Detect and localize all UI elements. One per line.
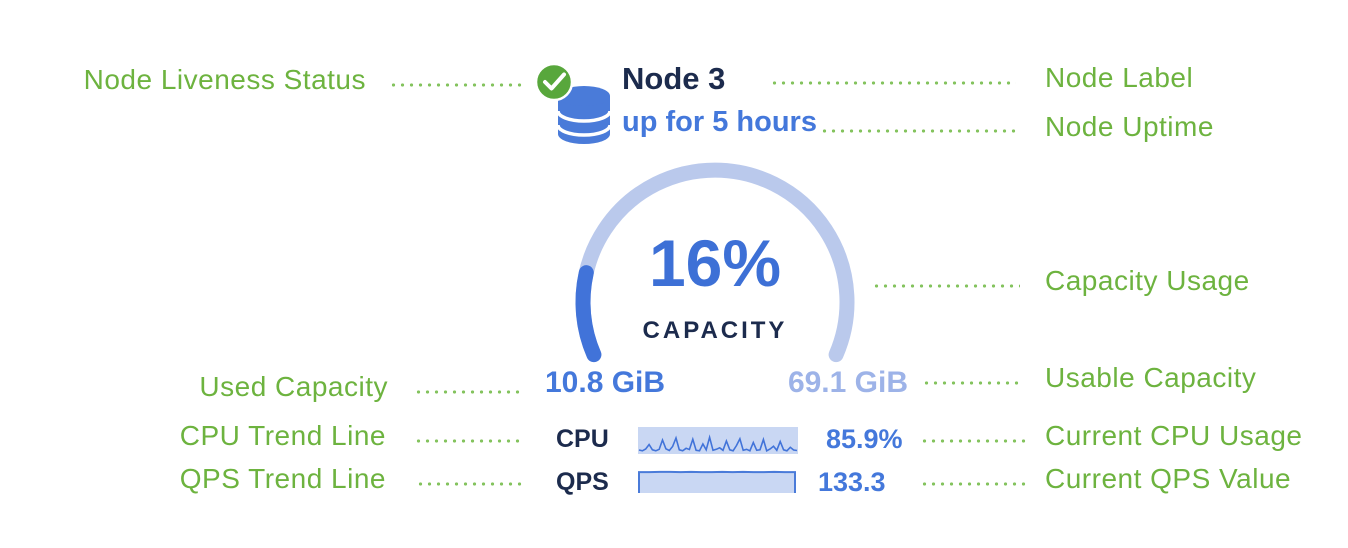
leader-dots xyxy=(389,83,522,87)
leader-dots xyxy=(416,482,522,486)
leader-dots xyxy=(872,284,1020,288)
current-qps-value: 133.3 xyxy=(818,467,886,497)
annotation-used-capacity: Used Capacity xyxy=(199,371,388,402)
current-cpu-usage-value: 85.9% xyxy=(826,424,903,454)
annotation-usable-capacity: Usable Capacity xyxy=(1045,362,1257,393)
node-uptime: up for 5 hours xyxy=(622,106,817,138)
annotation-node-liveness-status: Node Liveness Status xyxy=(83,64,366,95)
annotation-current-cpu-usage: Current CPU Usage xyxy=(1045,420,1303,451)
leader-dots xyxy=(820,129,1018,133)
node-label: Node 3 xyxy=(622,61,726,96)
capacity-gauge xyxy=(575,162,855,363)
annotation-node-uptime: Node Uptime xyxy=(1045,111,1214,142)
annotation-qps-trend-line: QPS Trend Line xyxy=(179,463,386,494)
leader-dots xyxy=(770,81,1016,85)
annotation-cpu-trend-line: CPU Trend Line xyxy=(179,420,386,451)
leader-dots xyxy=(414,390,520,394)
leader-dots xyxy=(920,439,1026,443)
annotation-capacity-usage: Capacity Usage xyxy=(1045,265,1250,296)
leader-dots xyxy=(922,381,1022,385)
usable-capacity-value: 69.1 GiB xyxy=(787,366,908,399)
qps-label: QPS xyxy=(556,468,609,496)
qps-trend-sparkline xyxy=(638,470,796,493)
leader-dots xyxy=(414,439,520,443)
cpu-label: CPU xyxy=(556,425,609,453)
leader-dots xyxy=(920,482,1026,486)
node-icon xyxy=(534,62,612,144)
annotation-current-qps-value: Current QPS Value xyxy=(1045,463,1292,494)
liveness-check-icon xyxy=(534,62,574,102)
annotation-node-label: Node Label xyxy=(1045,62,1194,93)
capacity-caption: CAPACITY xyxy=(642,317,788,344)
used-capacity-value: 10.8 GiB xyxy=(545,366,666,399)
capacity-usage-percent: 16% xyxy=(648,226,782,300)
cpu-trend-sparkline xyxy=(638,427,798,454)
gauge-fill-arc xyxy=(575,265,602,363)
